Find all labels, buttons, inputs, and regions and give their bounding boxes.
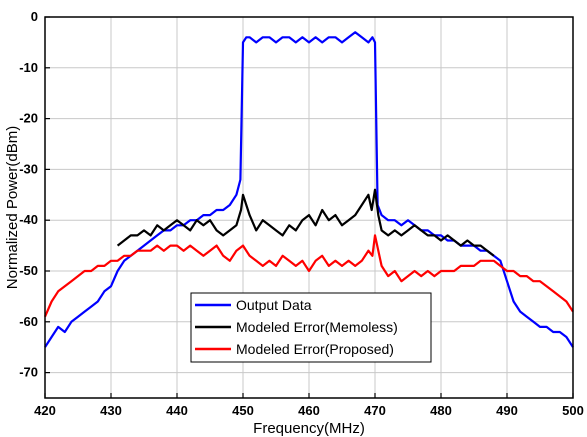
x-tick-label: 450 [232,403,254,418]
y-tick-label: -20 [19,111,38,126]
x-tick-label: 470 [364,403,386,418]
ticks [44,16,574,398]
y-tick-label: -40 [19,212,38,227]
y-tick-label: -30 [19,161,38,176]
legend-label-modeled-error-proposed: Modeled Error(Proposed) [236,341,394,357]
series-line-modeled-error-proposed [43,234,574,318]
x-tick-label: 460 [298,403,320,418]
x-tick-label: 420 [34,403,56,418]
y-tick-label: 0 [31,9,38,24]
y-axis-label: Normalized Power(dBm) [4,126,21,289]
series-layer [43,31,574,348]
x-tick-label: 480 [430,403,452,418]
legend-label-modeled-error-memoless: Modeled Error(Memoless) [236,319,398,335]
x-axis-label: Frequency(MHz) [253,420,365,437]
x-tick-label: 430 [100,403,122,418]
y-tick-label: -60 [19,314,38,329]
y-tick-label: -70 [19,365,38,380]
legend: Output Data Modeled Error(Memoless) Mode… [190,292,432,363]
x-tick-label: 490 [496,403,518,418]
y-tick-label: -50 [19,263,38,278]
tick-labels: 420 430 440 450 460 470 480 490 500 0 -10 -20 -30 -40… [19,9,584,418]
legend-label-output-data: Output Data [236,297,312,313]
y-tick-label: -10 [19,60,38,75]
series-line-modeled-error-memoless [116,188,495,257]
x-tick-label: 440 [166,403,188,418]
x-tick-label: 500 [562,403,584,418]
